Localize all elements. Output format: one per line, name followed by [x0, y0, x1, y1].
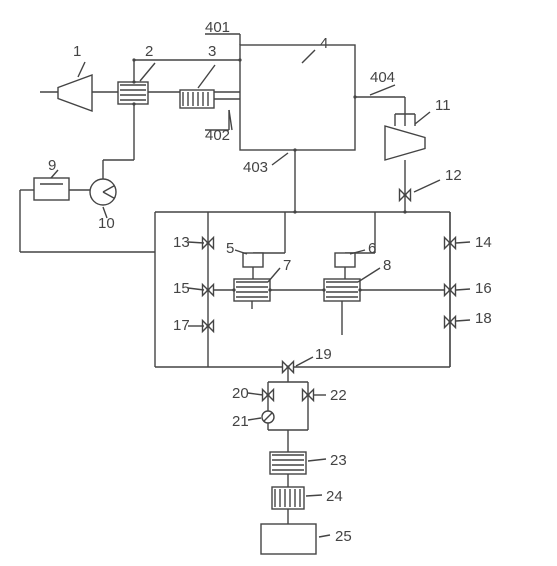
label-l25: 25: [335, 528, 352, 545]
leader-11: [188, 242, 204, 243]
joint-j14: [448, 241, 451, 244]
leader-12: [456, 242, 470, 243]
label-l20: 20: [232, 385, 249, 402]
label-l18: 18: [475, 310, 492, 327]
label-l1: 1: [73, 43, 81, 60]
joint-j_top_header_l: [132, 58, 135, 61]
joint-j7L: [232, 288, 235, 291]
joint-jA: [293, 210, 296, 213]
label-l402: 402: [205, 127, 230, 144]
leader-20: [456, 320, 470, 321]
label-l22: 22: [330, 387, 347, 404]
label-l7: 7: [283, 257, 291, 274]
label-l21: 21: [232, 413, 249, 430]
label-l23: 23: [330, 452, 347, 469]
joint-j22: [306, 393, 309, 396]
joint-j15: [206, 288, 209, 291]
joint-j404: [353, 95, 356, 98]
joint-j_top_header_r: [238, 58, 241, 61]
label-l2: 2: [145, 43, 153, 60]
joint-j13: [206, 241, 209, 244]
joint-j19: [286, 365, 289, 368]
leader-26: [306, 495, 322, 496]
joint-jB: [403, 210, 406, 213]
label-l8: 8: [383, 257, 391, 274]
label-l12: 12: [445, 167, 462, 184]
box-b4: [240, 45, 355, 150]
box-b25: [261, 524, 316, 554]
joint-j7R: [268, 288, 271, 291]
label-l13: 13: [173, 234, 190, 251]
label-l9: 9: [48, 157, 56, 174]
joint-j403: [293, 148, 296, 151]
label-l4: 4: [320, 35, 328, 52]
joint-j20: [266, 393, 269, 396]
label-l401: 401: [205, 19, 230, 36]
label-l404: 404: [370, 69, 395, 86]
joint-j16: [448, 288, 451, 291]
label-l3: 3: [208, 43, 216, 60]
label-l6: 6: [368, 240, 376, 257]
tagbox-s5: [243, 253, 263, 267]
exchanger-h24: [272, 487, 304, 509]
joint-j18: [448, 320, 451, 323]
label-l15: 15: [173, 280, 190, 297]
joint-j12: [403, 193, 406, 196]
exchanger-h3: [180, 90, 214, 108]
joint-j17: [206, 324, 209, 327]
box-b9: [34, 178, 69, 200]
tagbox-s6: [335, 253, 355, 267]
label-l403: 403: [243, 159, 268, 176]
label-l10: 10: [98, 215, 115, 232]
leader-18: [456, 289, 470, 290]
joint-j8R: [358, 288, 361, 291]
label-l14: 14: [475, 234, 492, 251]
joint-j2b: [132, 102, 135, 105]
joint-j2t: [132, 80, 135, 83]
label-l5: 5: [226, 240, 234, 257]
label-l11: 11: [435, 97, 451, 114]
label-l17: 17: [173, 317, 190, 334]
label-l24: 24: [326, 488, 343, 505]
joint-j8L: [322, 288, 325, 291]
label-l16: 16: [475, 280, 492, 297]
label-l19: 19: [315, 346, 332, 363]
